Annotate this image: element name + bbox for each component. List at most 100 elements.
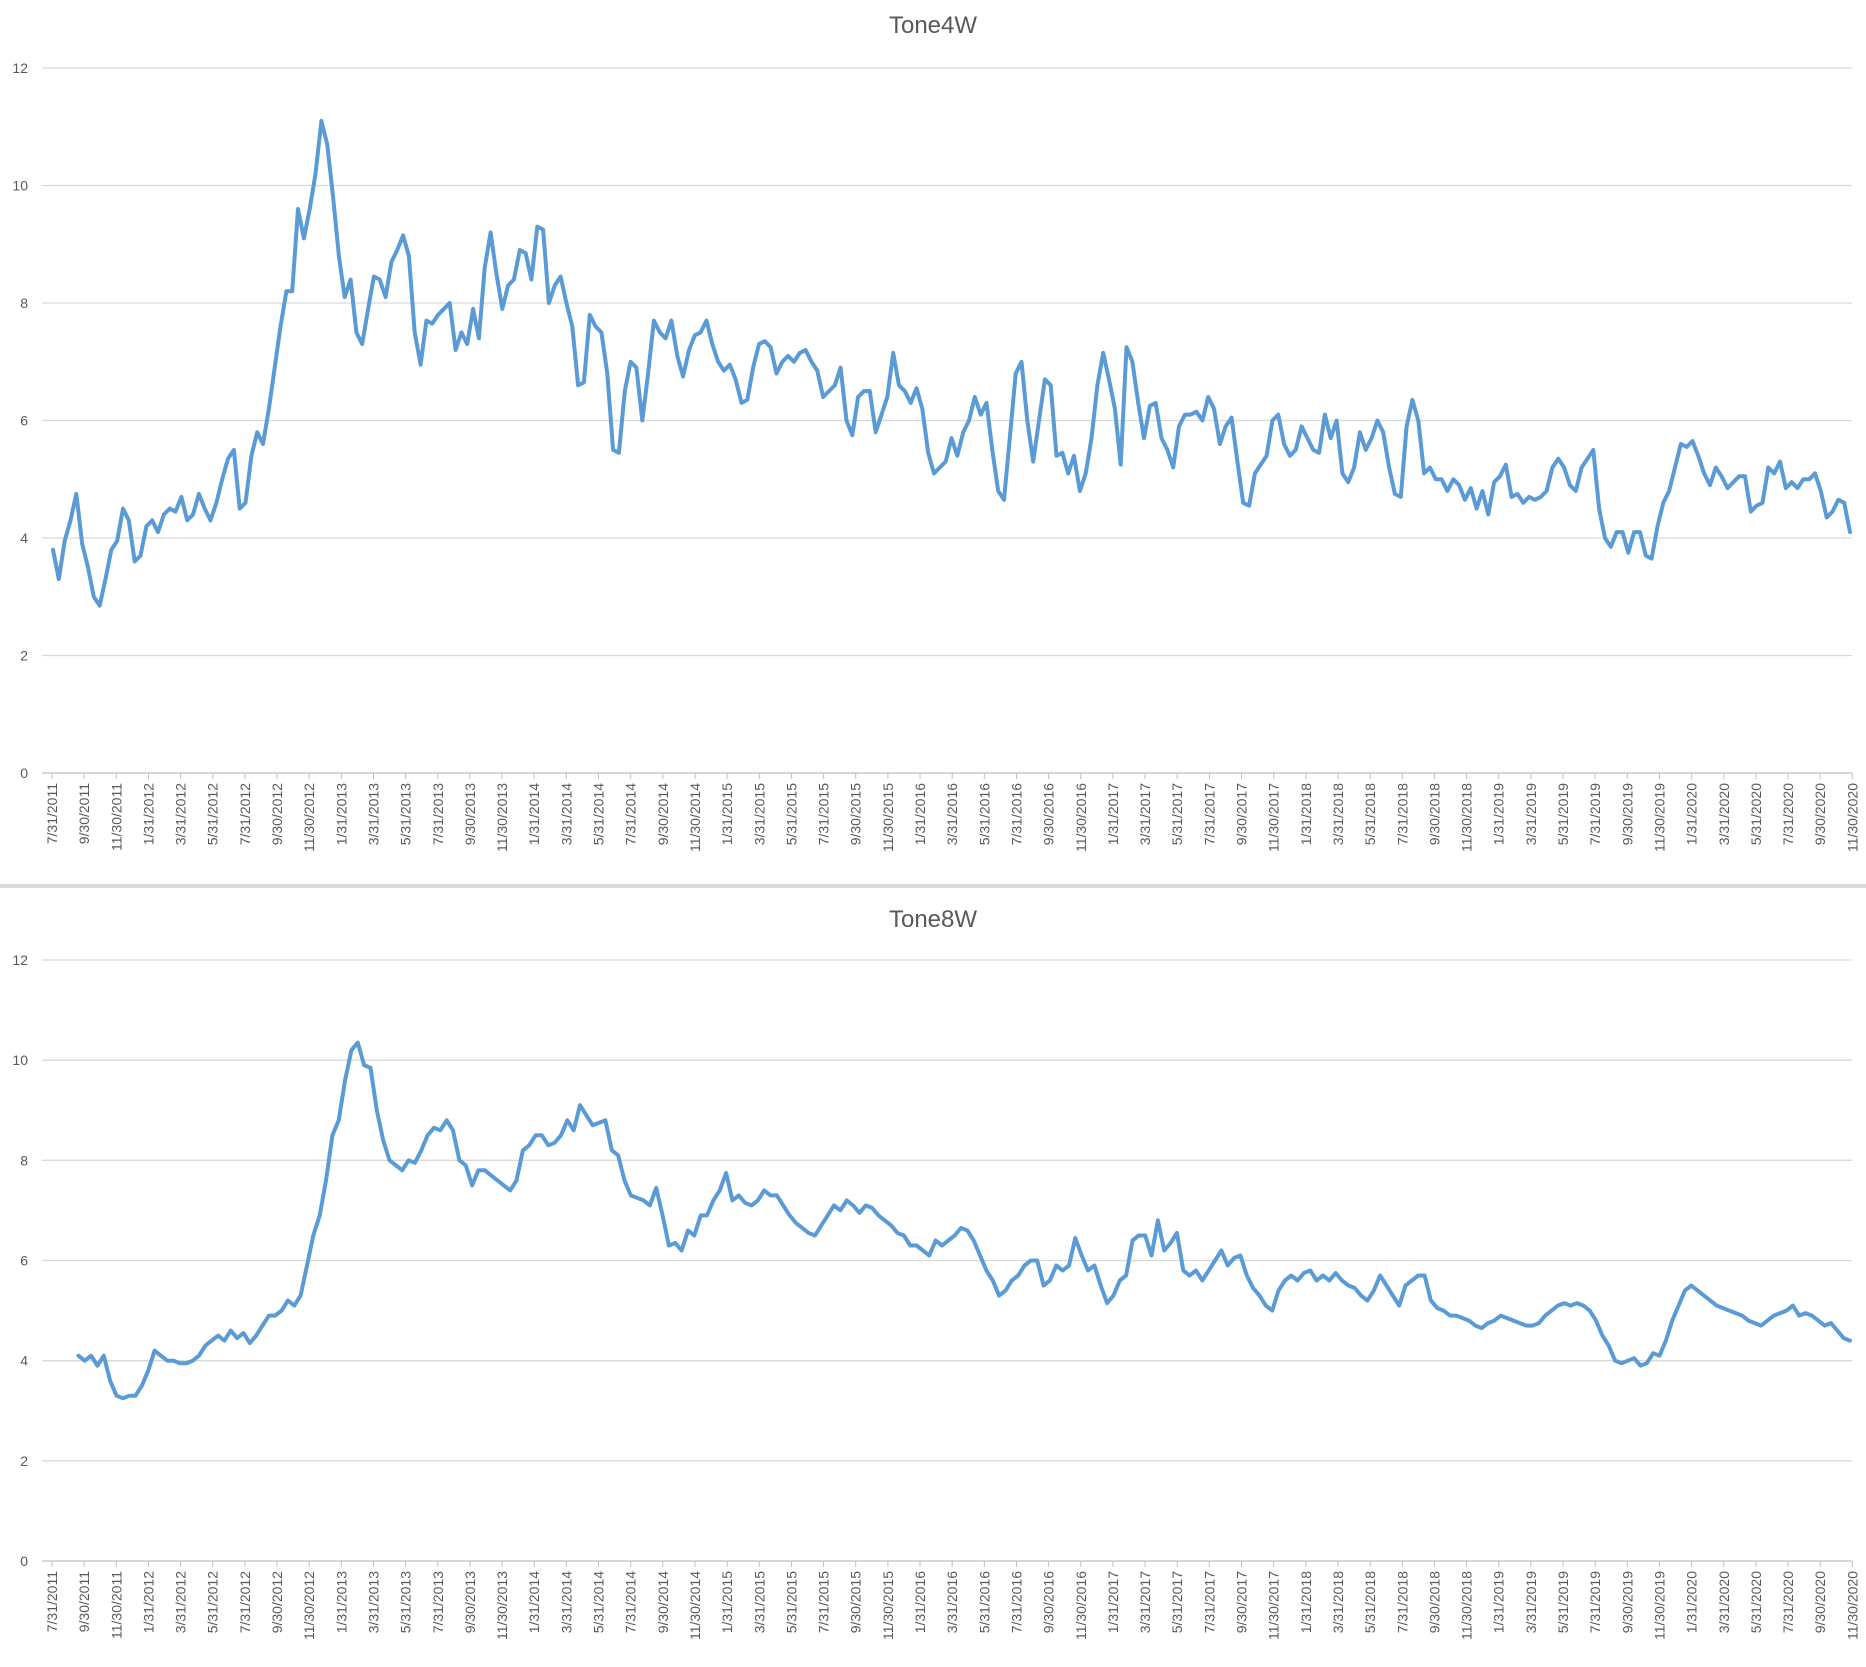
x-tick-label: 5/31/2018	[1362, 783, 1378, 845]
x-tick-label: 1/31/2015	[719, 1571, 735, 1633]
x-tick-label: 7/31/2016	[1008, 783, 1024, 845]
x-tick-label: 3/31/2016	[944, 783, 960, 845]
x-tick-label: 3/31/2019	[1523, 1571, 1539, 1633]
x-tick-label: 9/30/2015	[848, 783, 864, 845]
x-tick-label: 5/31/2020	[1748, 783, 1764, 845]
x-tick-label: 1/31/2014	[526, 1571, 542, 1633]
x-tick-label: 9/30/2018	[1426, 783, 1442, 845]
x-tick-label: 3/31/2017	[1137, 1571, 1153, 1633]
x-tick-label: 11/30/2013	[494, 783, 510, 852]
x-tick-label: 1/31/2019	[1491, 1571, 1507, 1633]
chart-panel-tone8w: Tone8W 0 2 4 6 8 10 12 7/31/2011 9/30/2011 11/30/…	[0, 888, 1866, 1667]
x-tick-label: 9/30/2018	[1426, 1571, 1442, 1633]
x-tick-label: 5/31/2014	[591, 783, 607, 845]
x-tick-label: 3/31/2019	[1523, 783, 1539, 845]
x-tick-label: 11/30/2014	[687, 1571, 703, 1640]
x-tick-label: 11/30/2012	[301, 1571, 317, 1640]
x-tick-label: 11/30/2017	[1266, 1571, 1282, 1640]
x-tick-label: 7/31/2017	[1201, 1571, 1217, 1633]
x-tick-label: 11/30/2019	[1651, 1571, 1667, 1640]
x-tick-label: 3/31/2015	[751, 1571, 767, 1633]
x-tick-label: 3/31/2018	[1330, 783, 1346, 845]
x-tick-label: 1/31/2013	[333, 783, 349, 845]
series-line	[51, 118, 1852, 608]
x-tick-label: 11/30/2011	[108, 1571, 124, 1639]
x-tick-label: 5/31/2015	[783, 1571, 799, 1633]
x-tick-label: 9/30/2014	[655, 783, 671, 845]
x-tick-label: 9/30/2012	[269, 783, 285, 845]
x-tick-label: 1/31/2015	[719, 783, 735, 845]
x-tick-label: 11/30/2020	[1844, 783, 1860, 852]
chart-title: Tone4W	[888, 12, 978, 39]
x-tick-label: 3/31/2018	[1330, 1571, 1346, 1633]
x-tick-label: 5/31/2019	[1555, 1571, 1571, 1633]
x-tick-label: 11/30/2016	[1073, 1571, 1089, 1640]
x-tick-label: 9/30/2020	[1812, 783, 1828, 845]
x-tick-label: 3/31/2020	[1716, 783, 1732, 845]
y-tick-label: 10	[12, 178, 28, 194]
x-tick-label: 9/30/2014	[655, 1571, 671, 1633]
x-tick-label: 5/31/2019	[1555, 783, 1571, 845]
x-tick-label: 11/30/2015	[880, 783, 896, 852]
x-tick-label: 11/30/2019	[1651, 783, 1667, 852]
x-tick-label: 1/31/2017	[1105, 783, 1121, 845]
x-tick-label: 1/31/2018	[1298, 1571, 1314, 1633]
x-tick-label: 9/30/2011	[76, 783, 92, 844]
x-tick-label: 3/31/2014	[558, 783, 574, 845]
x-tick-label: 9/30/2016	[1041, 783, 1057, 845]
x-tick-label: 5/31/2013	[398, 783, 414, 845]
x-tick-label: 3/31/2014	[558, 1571, 574, 1633]
x-tick-label: 1/31/2020	[1684, 783, 1700, 845]
x-tick-label: 5/31/2017	[1169, 1571, 1185, 1633]
x-tick-label: 11/30/2012	[301, 783, 317, 852]
x-tick-label: 7/31/2017	[1201, 783, 1217, 845]
x-tick-label: 1/31/2020	[1684, 1571, 1700, 1633]
y-tick-label: 2	[20, 648, 28, 664]
y-tick-label: 2	[20, 1453, 28, 1469]
chart-panel-tone4w: Tone4W 0 2 4 6 8 10 12 7/31/2011 9/30/2011 11/30/…	[12, 12, 1861, 853]
x-tick-label: 7/31/2014	[623, 783, 639, 845]
x-tick-label: 3/31/2020	[1716, 1571, 1732, 1633]
x-tick-label: 7/31/2012	[237, 783, 253, 845]
x-tick-label: 11/30/2017	[1266, 783, 1282, 852]
y-tick-label: 0	[20, 765, 28, 781]
x-tick-label: 9/30/2020	[1812, 1571, 1828, 1633]
x-tick-label: 11/30/2020	[1844, 1571, 1860, 1640]
y-tick-label: 12	[12, 60, 28, 76]
x-tick-label: 3/31/2016	[944, 1571, 960, 1633]
x-tick-label: 7/31/2019	[1587, 1571, 1603, 1633]
x-tick-label: 5/31/2016	[976, 1571, 992, 1633]
x-tick-label: 3/31/2013	[365, 1571, 381, 1633]
x-tick-label: 1/31/2016	[912, 783, 928, 845]
x-tick-label: 1/31/2012	[140, 783, 156, 845]
y-tick-label: 0	[20, 1553, 28, 1569]
x-tick-label: 9/30/2016	[1041, 1571, 1057, 1633]
x-tick-label: 11/30/2014	[687, 783, 703, 852]
x-tick-label: 5/31/2012	[205, 1571, 221, 1633]
x-tick-label: 5/31/2020	[1748, 1571, 1764, 1633]
chart-title: Tone8W	[888, 906, 978, 933]
x-tick-label: 9/30/2015	[848, 1571, 864, 1633]
y-tick-label: 8	[20, 295, 28, 311]
y-tick-label: 8	[20, 1152, 28, 1168]
x-tick-label: 1/31/2018	[1298, 783, 1314, 845]
x-tick-label: 5/31/2013	[398, 1571, 414, 1633]
chart-plot-tone8w: 0 2 4 6 8 10 12 7/31/2011 9/30/2011 11/30/2011 1/3…	[12, 952, 1860, 1640]
x-tick-label: 11/30/2018	[1459, 1571, 1475, 1640]
x-tick-label: 1/31/2016	[912, 1571, 928, 1633]
x-tick-label: 5/31/2014	[591, 1571, 607, 1633]
x-tick-label: 7/31/2013	[430, 783, 446, 845]
x-tick-label: 9/30/2017	[1234, 783, 1250, 845]
series-line	[76, 1040, 1852, 1401]
x-tick-label: 3/31/2013	[365, 783, 381, 845]
x-tick-label: 7/31/2015	[816, 1571, 832, 1633]
x-tick-label: 3/31/2017	[1137, 783, 1153, 845]
y-tick-label: 6	[20, 413, 28, 429]
x-tick-label: 9/30/2019	[1619, 783, 1635, 845]
panel-divider	[0, 884, 1866, 888]
x-tick-label: 7/31/2018	[1394, 1571, 1410, 1633]
x-tick-label: 7/31/2013	[430, 1571, 446, 1633]
y-tick-label: 4	[20, 1353, 28, 1369]
x-tick-label: 7/31/2020	[1780, 1571, 1796, 1633]
x-tick-label: 7/31/2016	[1008, 1571, 1024, 1633]
